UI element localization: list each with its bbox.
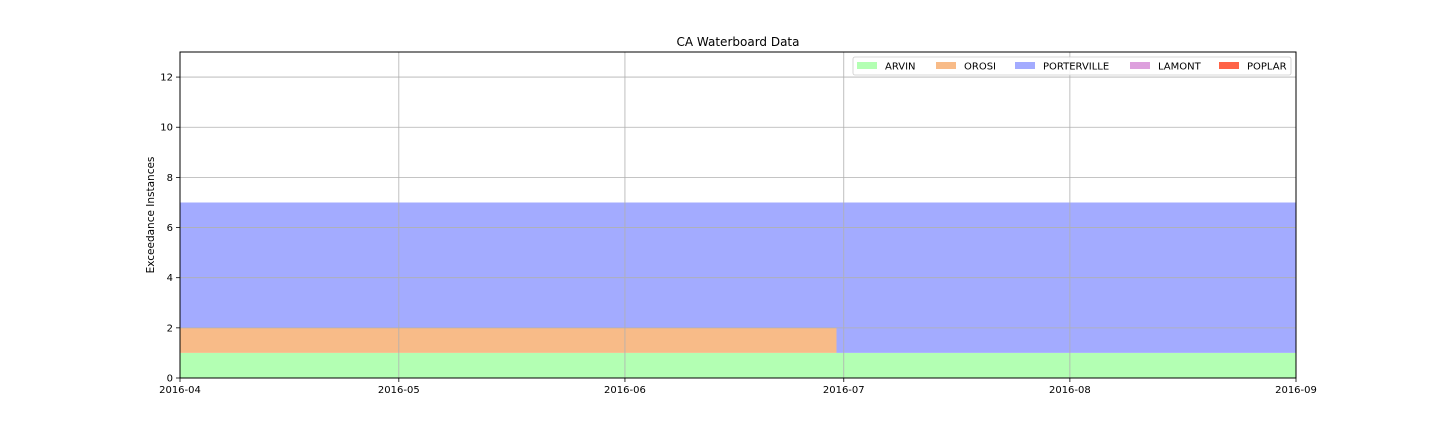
legend-label-lamont: LAMONT <box>1158 62 1202 73</box>
plot-frame <box>179 51 1297 379</box>
legend-label-porterville: PORTERVILLE <box>1043 62 1109 73</box>
y-axis-label: Exceedance Instances <box>145 157 157 274</box>
legend-label-orosi: OROSI <box>964 62 996 73</box>
x-tick-label: 2016-05 <box>378 385 420 396</box>
y-tick-label: 2 <box>167 323 173 334</box>
legend-swatch-poplar <box>1219 62 1239 69</box>
x-tick-label: 2016-09 <box>1275 385 1317 396</box>
legend-swatch-arvin <box>857 62 877 69</box>
grid-layer <box>180 52 1296 378</box>
legend: ARVIN OROSI PORTERVILLE LAMONT POPLAR <box>852 56 1292 76</box>
legend-swatch-porterville <box>1015 62 1035 69</box>
x-tick-label: 2016-04 <box>159 385 201 396</box>
legend-swatch-lamont <box>1130 62 1150 69</box>
legend-label-arvin: ARVIN <box>885 62 916 73</box>
y-tick-label: 0 <box>167 374 173 385</box>
x-tick-label: 2016-08 <box>1049 385 1091 396</box>
axis-ticks: 2016-04 2016-05 2016-06 2016-07 2016-08 2016-… <box>159 73 1317 396</box>
y-tick-label: 12 <box>160 73 173 84</box>
legend-label-poplar: POPLAR <box>1247 62 1287 73</box>
x-tick-label: 2016-07 <box>823 385 865 396</box>
area-series-orosi <box>180 327 1296 353</box>
area-layer <box>180 202 1296 378</box>
y-tick-label: 8 <box>167 173 173 184</box>
y-tick-label: 4 <box>167 273 173 284</box>
legend-swatch-orosi <box>936 62 956 69</box>
y-tick-label: 10 <box>160 123 173 134</box>
x-tick-label: 2016-06 <box>604 385 646 396</box>
y-tick-label: 6 <box>167 223 173 234</box>
area-series-arvin <box>180 352 1296 378</box>
chart-title: CA Waterboard Data <box>677 35 800 49</box>
legend-box <box>852 56 1292 76</box>
